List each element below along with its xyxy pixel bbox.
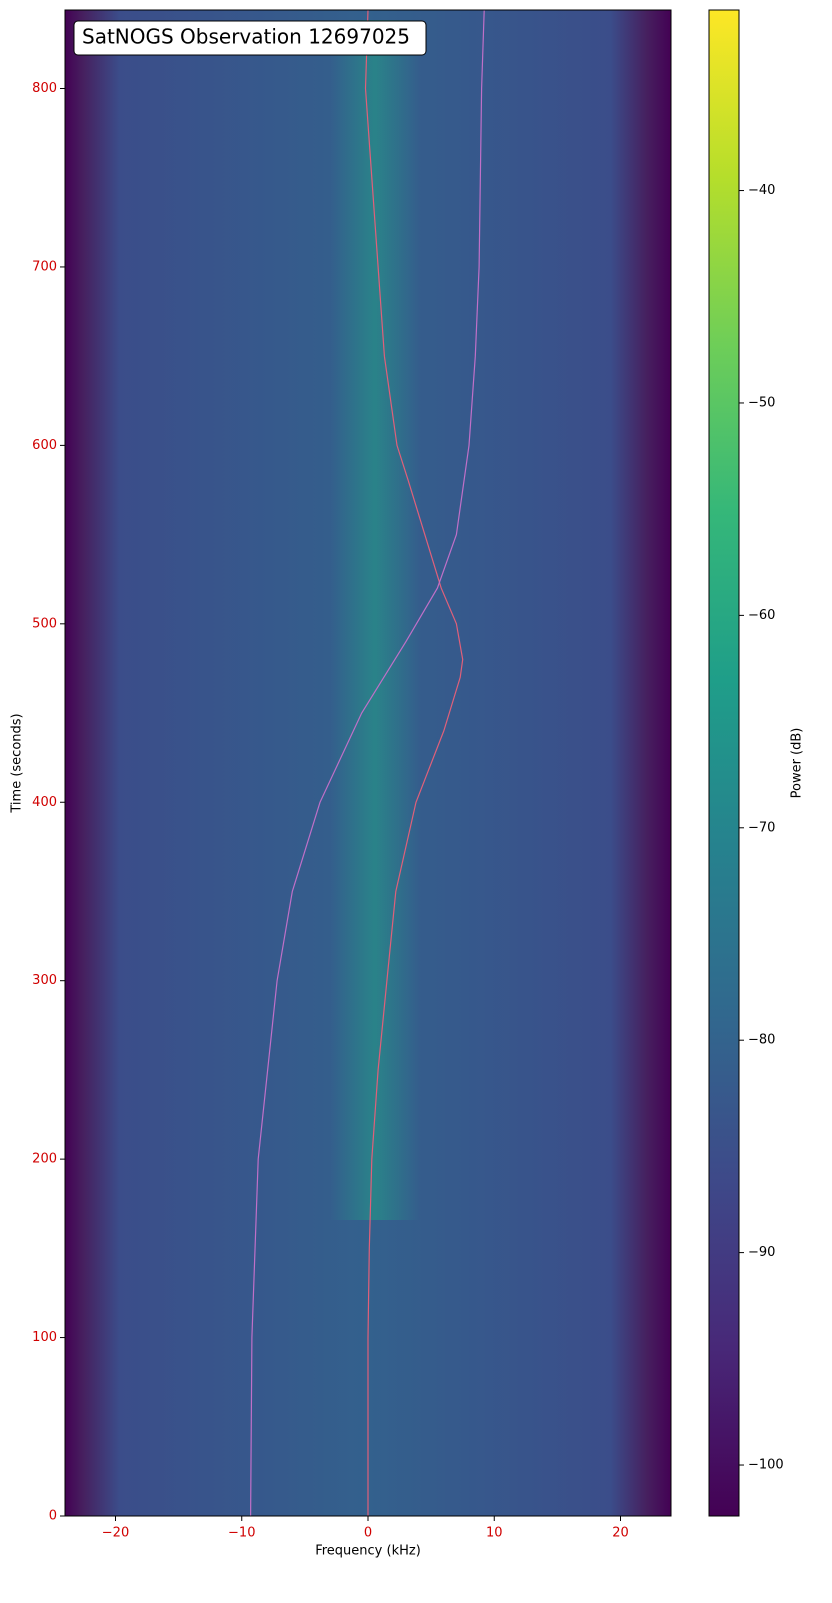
y-tick-label: 600 xyxy=(32,438,57,453)
x-tick-label: −10 xyxy=(228,1526,255,1541)
doppler-curve xyxy=(364,9,464,1516)
y-tick-label: 700 xyxy=(32,259,57,274)
x-axis-label: Frequency (kHz) xyxy=(315,1544,421,1559)
colorbar xyxy=(708,9,740,1517)
colorbar-tick-label: −40 xyxy=(748,183,775,198)
y-axis-label: Time (seconds) xyxy=(10,713,25,813)
x-tick-label: 0 xyxy=(364,1526,372,1541)
x-tick-label: 20 xyxy=(612,1526,629,1541)
signal-glow xyxy=(330,20,420,1220)
y-tick-label: 200 xyxy=(32,1152,57,1167)
y-tick-label: 400 xyxy=(32,795,57,810)
colorbar-tick-label: −90 xyxy=(748,1245,775,1260)
colorbar-tick-label: −60 xyxy=(748,608,775,623)
chart-title: SatNOGS Observation 12697025 xyxy=(82,25,410,49)
y-tick-label: 500 xyxy=(32,616,57,631)
y-tick-label: 100 xyxy=(32,1330,57,1345)
title-box xyxy=(73,20,427,56)
x-tick-label: 10 xyxy=(486,1526,503,1541)
colorbar-tick-label: −80 xyxy=(748,1033,775,1048)
y-tick-label: 800 xyxy=(32,81,57,96)
colorbar-tick-label: −50 xyxy=(748,395,775,410)
colorbar-tick-label: −70 xyxy=(748,820,775,835)
y-tick-label: 0 xyxy=(49,1509,57,1524)
y-tick-label: 300 xyxy=(32,973,57,988)
x-tick-label: −20 xyxy=(102,1526,129,1541)
colorbar-tick-label: −100 xyxy=(748,1458,784,1473)
doppler-curve xyxy=(250,9,485,1517)
colorbar-label: Power (dB) xyxy=(790,728,805,799)
